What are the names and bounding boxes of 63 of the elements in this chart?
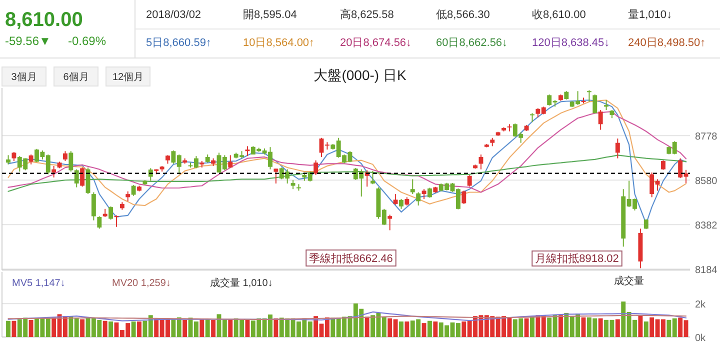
bar [530,316,534,337]
bar [638,315,643,337]
bar [200,319,204,337]
bar [80,319,85,337]
bar [364,316,370,337]
bar [615,319,620,337]
text: 120日8,638.45↓ [532,37,610,49]
bar [644,321,648,337]
bar [558,315,563,337]
line-series [8,154,687,192]
bar [12,320,16,337]
bar [211,320,216,337]
annotation: 月線扣抵8918.02 [535,253,619,265]
y-tick-label: 8778 [695,132,718,143]
bar [228,319,233,337]
y-tick-label: 2k [695,300,707,311]
y-tick-label: 8580 [695,176,718,188]
text: 8,610.00 [5,9,83,31]
text: 量1,010↓ [628,9,672,21]
annotation: 季線扣抵8662.46 [309,252,393,265]
label-box: 季線扣抵8662.46 [306,250,396,266]
bar [182,320,188,337]
bar [399,321,404,337]
bar [422,323,426,337]
text: 60日8,662.56↓ [436,37,508,49]
bar [524,318,529,337]
label-box: 月線扣抵8918.02 [532,250,622,266]
y-tick-label: 0k [695,333,707,344]
line-series [8,311,687,322]
annotation: 成交量 1,010↓ [210,277,273,289]
bar [28,320,34,337]
bar [137,321,142,337]
chart-title: 大盤(000-) 日K [314,67,407,83]
text: 開8,595.04 [243,9,297,21]
bar [108,321,113,337]
bar [205,319,210,337]
text: 2018/03/02 [146,9,202,21]
text: 240日8,498.50↑ [628,37,706,49]
button: 12個月 [106,66,150,86]
annotation: MV20 1,259↓ [112,278,171,289]
bar [433,321,438,337]
bar [428,320,432,337]
text: 20日8,674.56↓ [340,37,412,49]
button: 6個月 [54,66,98,86]
text: 高8,625.58 [340,8,394,21]
bar [404,321,410,337]
y-tick-label: 8382 [695,220,718,232]
bar [274,318,278,337]
annotation: 成交量 [614,275,644,287]
text: 收8,610.00 [532,9,586,21]
bar [102,320,108,337]
bar [131,321,136,337]
text: -59.56▼ [5,34,51,48]
annotation: MV5 1,147↓ [12,278,66,289]
text: 5日8,660.59↑ [146,37,212,49]
bar [245,320,250,337]
bar [6,320,10,337]
text: -0.69% [68,34,106,48]
text: 10日8,564.00↑ [243,37,315,49]
bar [598,318,603,337]
text: 低8,566.30 [436,9,490,21]
y-tick-label: 8184 [695,265,718,276]
button: 3個月 [2,66,46,86]
